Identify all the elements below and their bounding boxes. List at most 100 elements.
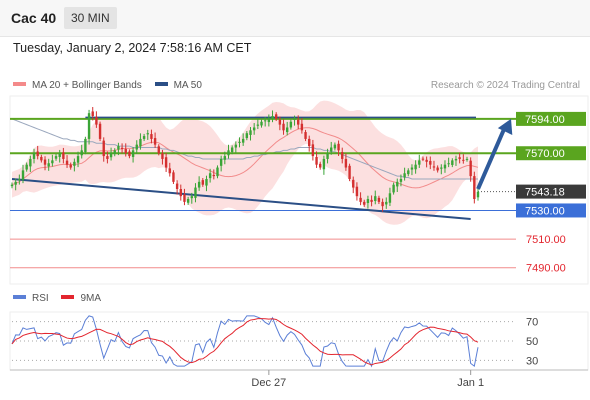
level-label: 7594.00	[525, 114, 565, 126]
candle-body	[337, 143, 340, 151]
candle-body	[58, 153, 61, 157]
legend-item-ma50: MA 50	[154, 80, 202, 91]
candle-body	[454, 158, 458, 161]
candle-body	[230, 147, 234, 153]
candle-body	[98, 123, 102, 139]
trendline	[11, 177, 471, 221]
candle-body	[322, 158, 326, 170]
candle-body	[131, 150, 135, 157]
candle-body	[319, 163, 322, 168]
candle-body	[315, 156, 318, 165]
candle-body	[223, 156, 227, 160]
candle-body	[407, 170, 410, 175]
candle-body	[385, 201, 388, 205]
candle-body	[263, 120, 267, 122]
candle-body	[392, 184, 395, 193]
level-label: 7570.00	[525, 148, 565, 160]
candle-body	[183, 194, 186, 202]
candle-body	[175, 183, 179, 189]
rsi-level-label: 50	[526, 336, 538, 348]
price-legend: MA 20 + Bollinger Bands MA 50	[13, 80, 202, 91]
level-label-box	[516, 203, 586, 218]
candle-body	[458, 157, 461, 159]
candle-body	[260, 121, 263, 126]
candle-body	[425, 159, 428, 162]
top-bar: Cac 40 30 MIN	[0, 0, 590, 37]
candle-body	[51, 160, 54, 164]
candle-body	[102, 140, 105, 157]
level-label: 7530.00	[525, 205, 565, 217]
legend-item-9ma: 9MA	[61, 293, 101, 304]
candle-body	[359, 197, 362, 202]
candle-body	[36, 151, 39, 157]
candle-body	[381, 201, 384, 207]
candle-body	[117, 146, 120, 150]
candle-body	[69, 164, 72, 168]
candle-body	[304, 132, 307, 139]
candle-body	[282, 123, 285, 131]
rsi-level-label: 70	[526, 317, 538, 329]
candle-body	[252, 127, 256, 131]
forecast-arrow-head	[497, 118, 513, 135]
candle-body	[432, 166, 436, 168]
candle-body	[10, 184, 14, 187]
candle-body	[95, 116, 98, 125]
candle-body	[465, 158, 469, 160]
candle-body	[285, 127, 289, 133]
rsi-9ma-line	[11, 318, 479, 366]
candle-body	[289, 121, 293, 128]
candle-body	[157, 146, 160, 154]
candle-body	[326, 153, 329, 159]
rsi-line	[11, 315, 479, 368]
candle-body	[73, 161, 76, 166]
candle-body	[161, 153, 164, 159]
candle-body	[84, 138, 87, 153]
candle-body	[447, 163, 450, 165]
rsi-level-label: 30	[526, 355, 538, 367]
candle-body	[355, 186, 359, 197]
candle-body	[113, 150, 116, 155]
candle-body	[374, 196, 377, 202]
candle-body	[462, 159, 465, 161]
candle-body	[208, 173, 212, 179]
candle-body	[164, 157, 168, 168]
candle-body	[194, 187, 197, 198]
candle-body	[91, 111, 94, 117]
candle-body	[62, 152, 65, 159]
candle-body	[388, 193, 392, 203]
candle-body	[245, 133, 249, 139]
candle-body	[267, 118, 271, 123]
candle-body	[440, 167, 443, 169]
candle-body	[403, 173, 406, 178]
candle-body	[227, 150, 230, 156]
candle-body	[249, 130, 252, 135]
candle-body	[135, 144, 138, 150]
price-panel-frame	[9, 95, 589, 285]
candle-body	[43, 159, 47, 165]
candle-body	[190, 196, 193, 199]
candle-body	[212, 174, 216, 177]
candle-body	[142, 136, 146, 139]
candle-body	[54, 156, 58, 159]
legend-item-rsi: RSI	[13, 293, 49, 304]
candle-body	[47, 163, 50, 167]
candle-body	[436, 167, 439, 171]
candle-body	[429, 160, 432, 165]
level-label-box	[516, 184, 586, 199]
candle-body	[80, 150, 83, 156]
candle-body	[65, 160, 69, 165]
candle-body	[197, 181, 201, 188]
candle-body	[256, 124, 260, 126]
level-label: 7510.00	[526, 234, 566, 246]
candle-body	[348, 165, 351, 179]
candle-body	[418, 160, 421, 165]
forecast-arrow-shaft	[476, 126, 507, 190]
candle-body	[469, 160, 472, 177]
level-label: 7490.00	[526, 263, 566, 275]
legend-item-bollinger: MA 20 + Bollinger Bands	[13, 80, 142, 91]
candle-body	[150, 134, 153, 139]
ma20-line	[11, 127, 479, 189]
timeframe-button[interactable]: 30 MIN	[64, 7, 117, 29]
level-label: 7543.18	[525, 187, 565, 199]
